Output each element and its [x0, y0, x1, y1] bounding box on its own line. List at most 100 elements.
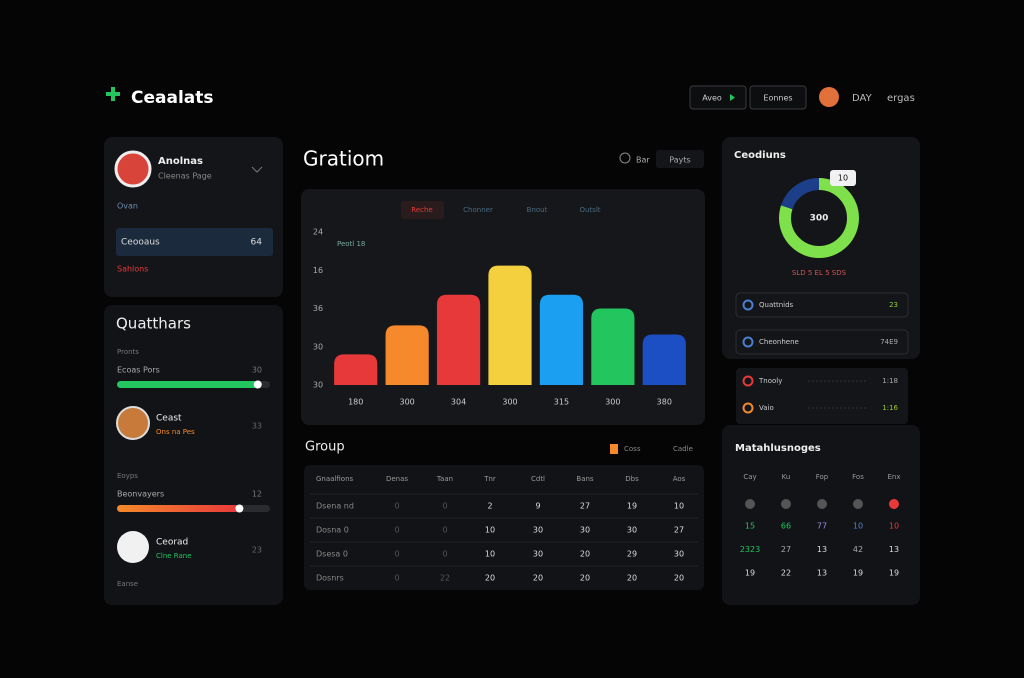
person-name: Ceast — [156, 414, 182, 424]
control: Payts — [669, 156, 690, 165]
button[interactable] — [689, 85, 747, 110]
list-box — [736, 368, 908, 424]
avatar — [117, 531, 149, 563]
play-icon — [730, 94, 735, 101]
calendar-cell: 13 — [817, 545, 827, 554]
avatar[interactable] — [819, 87, 839, 107]
calendar-icon — [853, 499, 863, 509]
y-tick-label: 16 — [313, 266, 323, 275]
button[interactable] — [749, 85, 807, 110]
person-name: Ceorad — [156, 538, 188, 548]
list-value: 23 — [889, 301, 898, 309]
calendar-icon — [745, 499, 755, 509]
calendar-cell: 22 — [781, 569, 791, 578]
x-tick-label: 300 — [605, 398, 620, 407]
calendar-icon — [889, 499, 899, 509]
legend: Peotl 18 — [337, 240, 365, 248]
donut-segment — [779, 178, 859, 258]
calendar-header: Fop — [816, 473, 829, 481]
x-tick-label: 304 — [451, 398, 466, 407]
menu: ergas — [887, 93, 915, 104]
bar — [436, 294, 481, 385]
panel-title: Ceodiuns — [734, 150, 786, 161]
table-header: Dbs — [625, 475, 639, 483]
list-icon — [742, 402, 754, 414]
table-cell: 10 — [485, 526, 495, 535]
bar — [539, 294, 584, 385]
item-label: Pronts — [117, 348, 139, 356]
list-row[interactable] — [735, 329, 909, 355]
calendar-cell: 13 — [817, 569, 827, 578]
calendar-cell: 19 — [889, 569, 899, 578]
table-cell: 0 — [394, 502, 399, 511]
list-label: Vaio — [759, 404, 774, 412]
table-cell: 20 — [627, 574, 637, 583]
table-cell: 2 — [487, 502, 492, 511]
active-tab[interactable] — [401, 201, 444, 219]
y-tick-label: 36 — [313, 304, 323, 313]
footer: Eanse — [117, 580, 138, 588]
control: Bar — [636, 156, 650, 165]
control-box[interactable] — [656, 150, 704, 168]
calendar-cell: 2323 — [740, 545, 760, 554]
tab: Outslt — [579, 206, 600, 214]
chart-title: Gratiom — [303, 147, 384, 171]
y-tick-label: 30 — [313, 381, 323, 390]
x-tick-label: 300 — [502, 398, 517, 407]
tooltip — [830, 170, 856, 186]
table-header: Denas — [386, 475, 408, 483]
bar — [591, 308, 635, 385]
panel-title: Quatthars — [116, 315, 191, 333]
table-cell: 10 — [674, 502, 684, 511]
table-title: Group — [305, 440, 345, 455]
calendar-cell: 13 — [889, 545, 899, 554]
calendar-header: Enx — [887, 473, 900, 481]
x-tick-label: 180 — [348, 398, 363, 407]
calendar-cell: 10 — [889, 522, 899, 531]
calendar-cell: 19 — [853, 569, 863, 578]
table-cell: 20 — [533, 574, 543, 583]
table-cell: Dsena nd — [316, 502, 354, 511]
link: Ovan — [117, 202, 138, 211]
table-cell: 29 — [627, 550, 637, 559]
progress-fill — [117, 505, 240, 512]
item-label: Eoyps — [117, 472, 138, 480]
selected-label: Ceooaus — [121, 238, 160, 248]
tab: Reche — [411, 206, 432, 214]
table-header: Gnaalfions — [316, 475, 354, 483]
calendar-icon — [817, 499, 827, 509]
table-cell: 9 — [535, 502, 540, 511]
list-icon — [742, 299, 754, 311]
bar — [334, 354, 378, 385]
table-cell: 10 — [485, 550, 495, 559]
table-header: Cdtl — [531, 475, 545, 483]
table-cell: 27 — [674, 526, 684, 535]
quarters-panel — [104, 305, 283, 605]
table-cell: 27 — [580, 502, 590, 511]
table-cell: 30 — [533, 526, 543, 535]
table-cell: 0 — [394, 574, 399, 583]
table-cell: Dosnrs — [316, 574, 344, 583]
calendar-cell: 66 — [781, 522, 791, 531]
chevron[interactable] — [251, 166, 263, 173]
selected-value: 64 — [251, 238, 263, 248]
table-card — [304, 465, 704, 590]
list-label: Cheonhene — [759, 338, 799, 346]
table-cell: 30 — [627, 526, 637, 535]
user-name: DAY — [852, 93, 873, 104]
tooltip-text: 10 — [838, 174, 848, 183]
icon — [619, 152, 631, 164]
panel-title: Matahlusnoges — [735, 443, 821, 454]
person-sub: Ons na Pes — [156, 428, 195, 436]
y-tick-label: 30 — [313, 342, 323, 351]
table-header: Bans — [576, 475, 594, 483]
selected-row[interactable] — [116, 228, 273, 256]
calendar-header: Cay — [743, 473, 756, 481]
calendar-cell: 27 — [781, 545, 791, 554]
table-cell: 0 — [394, 550, 399, 559]
calendar-icon — [781, 499, 791, 509]
list-row[interactable] — [735, 292, 909, 318]
calendar-header: Fos — [852, 473, 864, 481]
button-label: Aveo — [702, 94, 722, 103]
y-tick-label: 24 — [313, 228, 323, 237]
